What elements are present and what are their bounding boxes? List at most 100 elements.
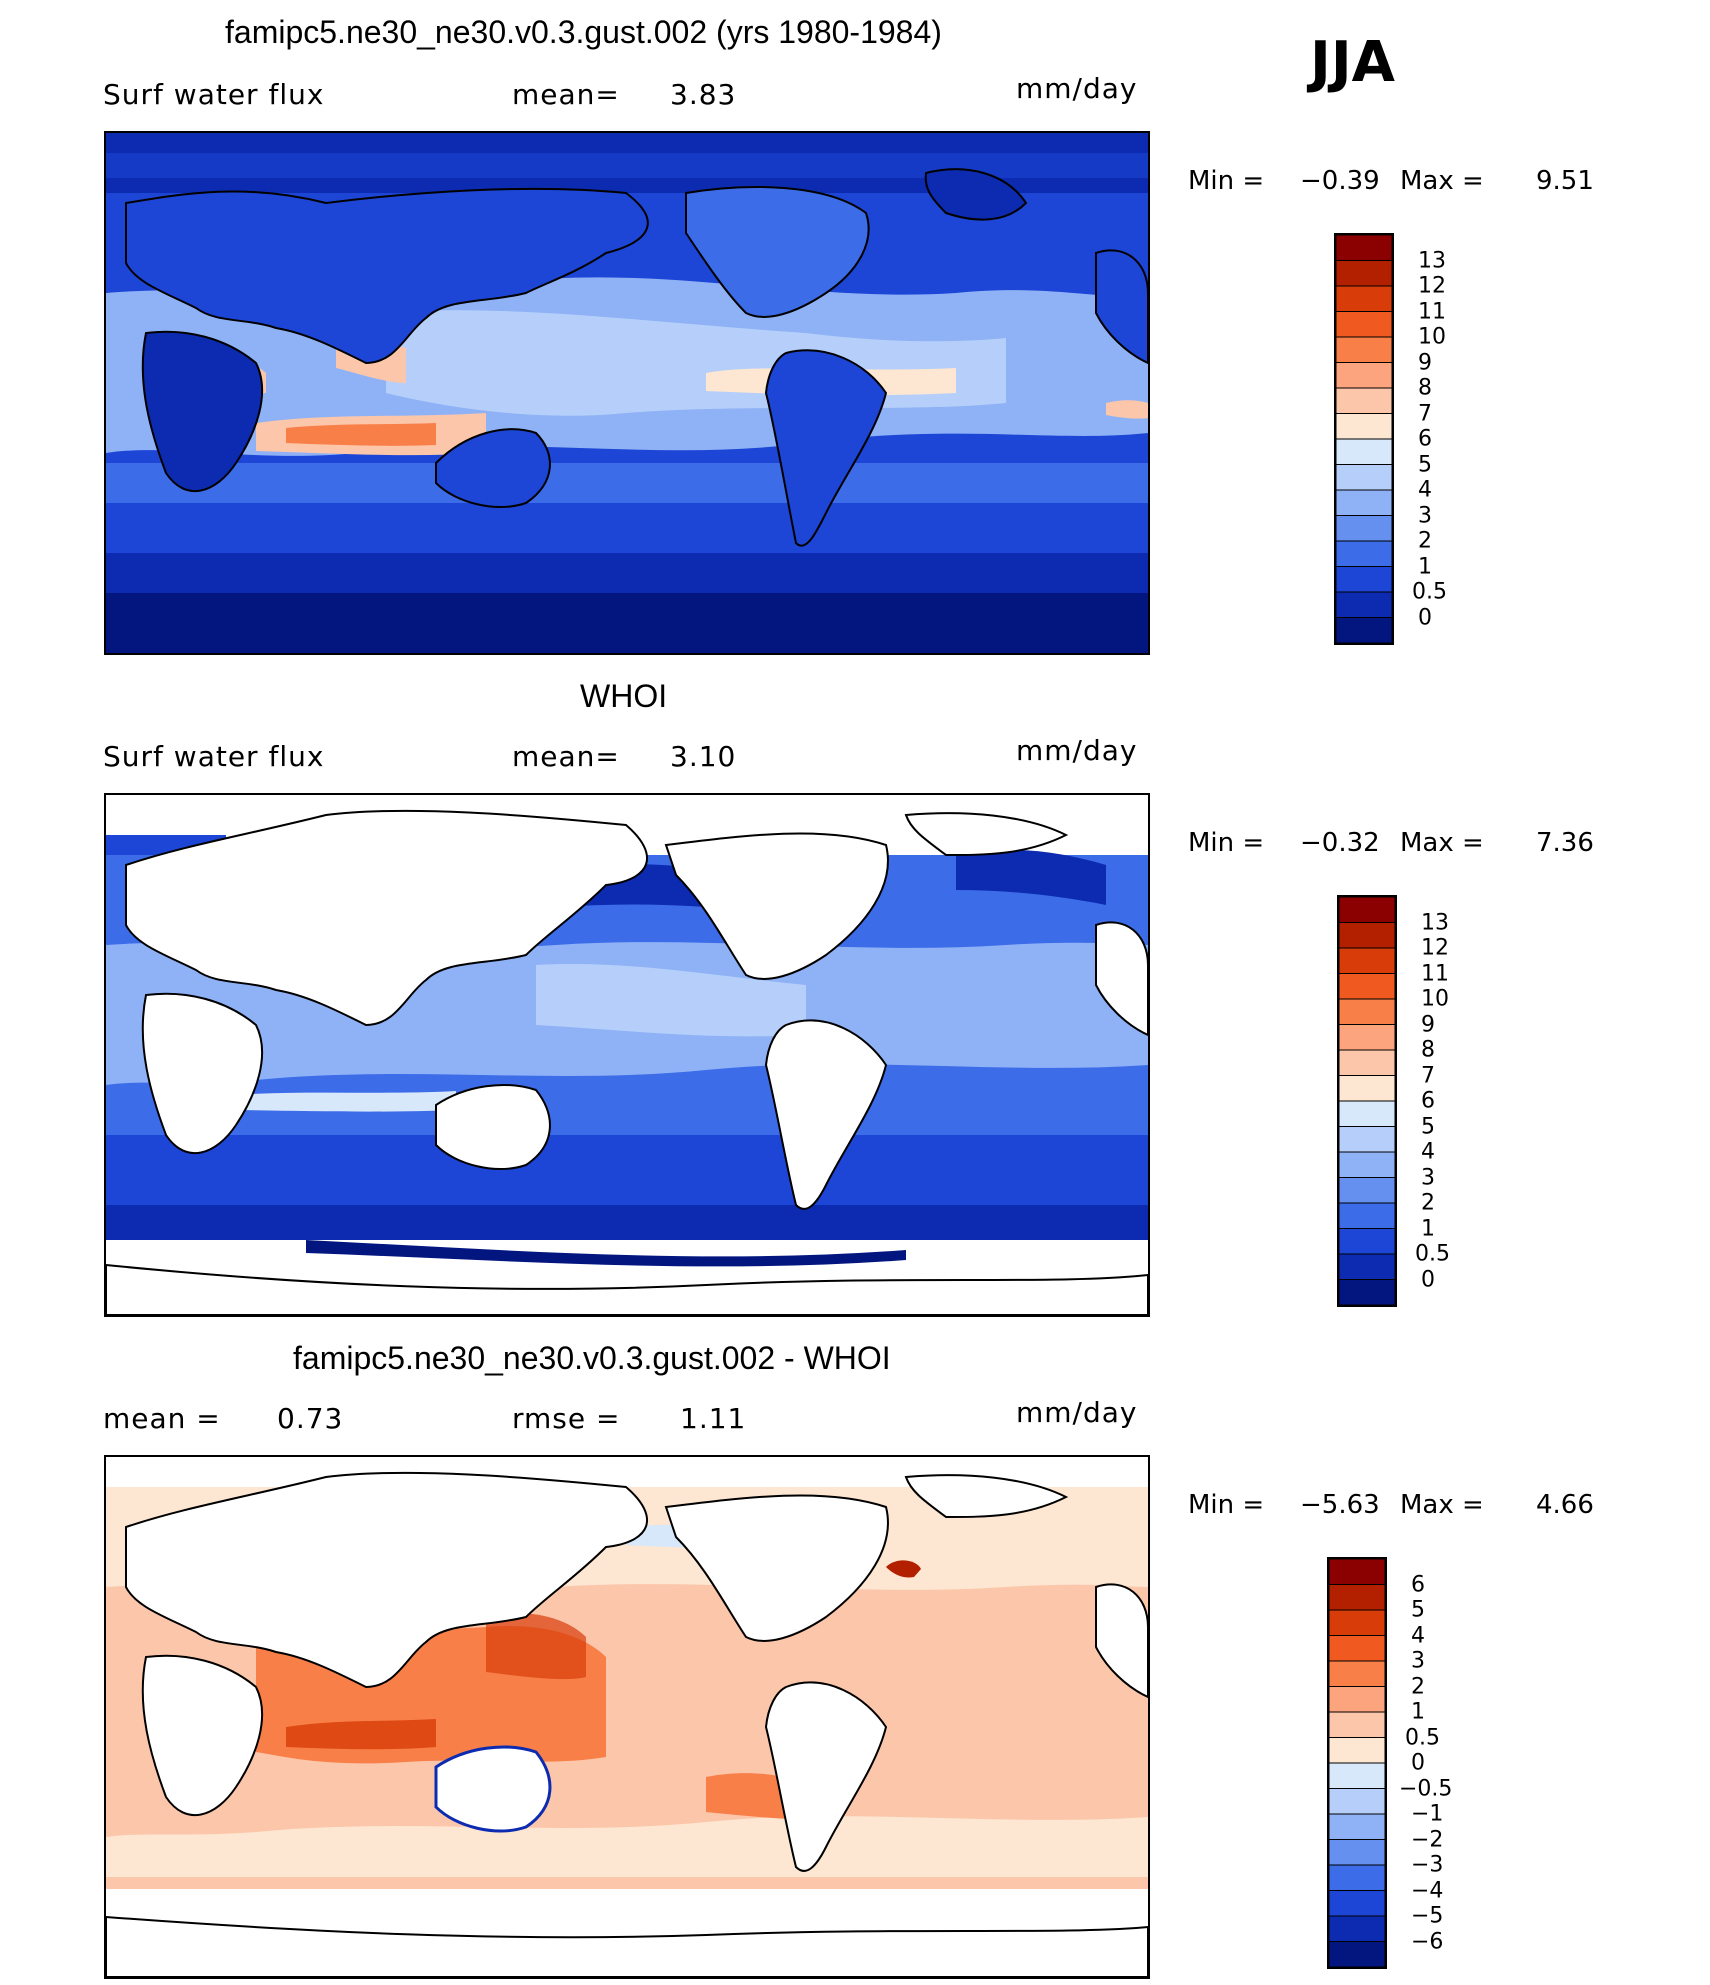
panel2-variable-label: Surf water flux	[103, 740, 325, 773]
colorbar-level-label: −2	[1411, 1827, 1444, 1852]
colorbar-level-label: 11	[1418, 299, 1446, 324]
colorbar-level-label: 10	[1421, 986, 1449, 1012]
colorbar-level-label: 11	[1421, 961, 1449, 986]
colorbar-level-label: 7	[1421, 1063, 1435, 1088]
panel1-map	[104, 131, 1150, 655]
panel3-map	[104, 1455, 1150, 1979]
colorbar-level-label: 9	[1418, 350, 1432, 375]
panel3-map-graphic	[106, 1457, 1148, 1977]
panel2-map-graphic	[106, 795, 1148, 1315]
panel1-mean-label: mean=	[512, 78, 620, 111]
panel3-rmse-value: 1.11	[680, 1402, 747, 1435]
colorbar-level-label: 6	[1421, 1088, 1435, 1114]
panel2-title: WHOI	[580, 678, 668, 714]
colorbar-swatch	[1329, 1941, 1385, 1967]
colorbar-level-label: 3	[1411, 1648, 1425, 1674]
colorbar-swatch	[1329, 1788, 1385, 1815]
colorbar-swatch	[1336, 413, 1392, 440]
colorbar-level-label: 2	[1418, 528, 1432, 554]
colorbar-level-label: 0	[1411, 1750, 1425, 1776]
panel3-colorbar-labels: 6 5 4 3 2 1 0.5 0 −0.5 −1 −2 −3 −4 −5 −6	[1399, 1557, 1485, 1969]
colorbar-swatch	[1336, 566, 1392, 593]
panel2-units: mm/day	[1016, 734, 1138, 767]
colorbar-swatch	[1336, 617, 1392, 643]
colorbar-swatch	[1339, 922, 1395, 949]
colorbar-swatch	[1329, 1839, 1385, 1866]
panel1-variable-label: Surf water flux	[103, 78, 325, 111]
colorbar-swatch	[1336, 387, 1392, 414]
panel1-title: famipc5.ne30_ne30.v0.3.gust.002 (yrs 198…	[225, 14, 942, 50]
colorbar-level-label: 2	[1411, 1674, 1425, 1699]
colorbar-level-label: −5	[1411, 1903, 1444, 1929]
colorbar-swatch	[1339, 897, 1395, 923]
colorbar-level-label: 1	[1421, 1216, 1435, 1241]
panel2-min-value: −0.32	[1300, 828, 1380, 858]
colorbar-swatch	[1339, 947, 1395, 974]
panel1-min-label: Min =	[1188, 166, 1265, 196]
colorbar-swatch	[1336, 311, 1392, 338]
panel2-map	[104, 793, 1150, 1317]
colorbar-level-label: 12	[1421, 935, 1449, 961]
colorbar-swatch	[1336, 285, 1392, 312]
colorbar-swatch	[1339, 1126, 1395, 1153]
colorbar-swatch	[1329, 1864, 1385, 1891]
colorbar-swatch	[1329, 1609, 1385, 1636]
colorbar-swatch	[1339, 1177, 1395, 1204]
colorbar-swatch	[1339, 1100, 1395, 1127]
colorbar-level-label: 0	[1418, 605, 1432, 630]
colorbar-level-label: −6	[1411, 1929, 1444, 1954]
colorbar-swatch	[1336, 336, 1392, 363]
panel3-colorbar-graphic	[1329, 1559, 1385, 1967]
panel2-mean-label: mean=	[512, 740, 620, 773]
panel3-min-label: Min =	[1188, 1490, 1265, 1520]
panel2-colorbar	[1337, 895, 1397, 1307]
colorbar-swatch	[1329, 1686, 1385, 1713]
colorbar-level-label: 8	[1418, 375, 1432, 401]
panel3-mean-value: 0.73	[277, 1402, 344, 1435]
colorbar-swatch	[1336, 260, 1392, 287]
colorbar-swatch	[1336, 515, 1392, 542]
panel3-units: mm/day	[1016, 1396, 1138, 1429]
colorbar-swatch	[1329, 1711, 1385, 1738]
panel1-units: mm/day	[1016, 72, 1138, 105]
panel3-rmse-label: rmse =	[512, 1402, 621, 1435]
colorbar-swatch	[1329, 1559, 1385, 1585]
colorbar-level-label: 13	[1418, 248, 1446, 273]
panel2-min-label: Min =	[1188, 828, 1265, 858]
panel3-mean-label: mean =	[103, 1402, 221, 1435]
colorbar-level-label: 0.5	[1412, 579, 1447, 605]
colorbar-level-label: 1	[1411, 1699, 1425, 1725]
colorbar-level-label: 3	[1418, 503, 1432, 528]
colorbar-level-label: 4	[1421, 1139, 1435, 1165]
colorbar-level-label: −0.5	[1399, 1776, 1453, 1801]
panel1-colorbar	[1334, 233, 1394, 645]
colorbar-swatch	[1339, 1151, 1395, 1178]
panel2-max-value: 7.36	[1536, 828, 1594, 858]
colorbar-swatch	[1329, 1660, 1385, 1687]
colorbar-level-label: 4	[1418, 477, 1432, 503]
colorbar-level-label: 0.5	[1415, 1241, 1450, 1267]
colorbar-swatch	[1339, 1253, 1395, 1280]
panel1-colorbar-graphic	[1336, 235, 1392, 643]
panel1-mean-value: 3.83	[670, 78, 737, 111]
panel3-colorbar	[1327, 1557, 1387, 1969]
colorbar-swatch	[1329, 1635, 1385, 1662]
panel1-colorbar-labels: 13 12 11 10 9 8 7 6 5 4 3 2 1 0.5 0	[1412, 233, 1492, 645]
colorbar-swatch	[1339, 1075, 1395, 1102]
colorbar-level-label: −1	[1411, 1801, 1444, 1827]
panel2-mean-value: 3.10	[670, 740, 737, 773]
colorbar-swatch	[1339, 1024, 1395, 1051]
colorbar-swatch	[1329, 1762, 1385, 1789]
panel1-max-label: Max =	[1400, 166, 1484, 196]
colorbar-level-label: 4	[1411, 1623, 1425, 1648]
colorbar-level-label: 5	[1421, 1114, 1435, 1139]
colorbar-swatch	[1336, 235, 1392, 261]
colorbar-swatch	[1329, 1737, 1385, 1764]
colorbar-level-label: 6	[1418, 426, 1432, 452]
colorbar-level-label: 2	[1421, 1190, 1435, 1216]
panel3-max-value: 4.66	[1536, 1490, 1594, 1520]
colorbar-swatch	[1329, 1584, 1385, 1611]
colorbar-level-label: 12	[1418, 273, 1446, 299]
colorbar-swatch	[1336, 489, 1392, 516]
panel2-max-label: Max =	[1400, 828, 1484, 858]
